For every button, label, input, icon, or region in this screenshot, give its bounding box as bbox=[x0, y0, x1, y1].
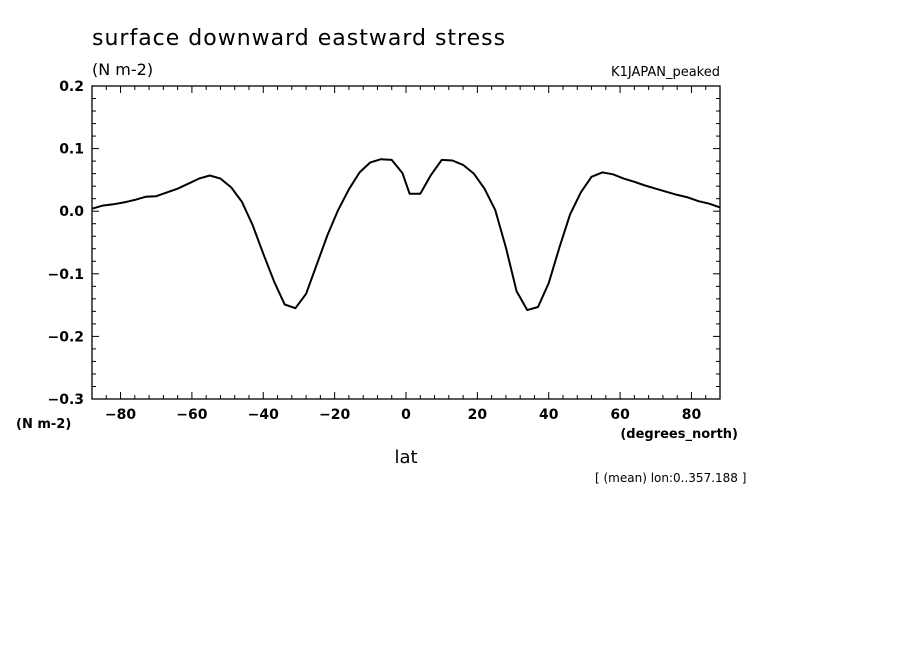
title-units: (N m-2) bbox=[92, 60, 153, 79]
y-tick-label: −0.1 bbox=[47, 267, 84, 283]
x-axis-label: lat bbox=[394, 447, 417, 468]
x-tick-label: −40 bbox=[248, 407, 279, 423]
x-tick-label: 0 bbox=[401, 407, 411, 423]
x-tick-label: −80 bbox=[105, 407, 136, 423]
y-tick-label: −0.3 bbox=[47, 392, 84, 408]
footnote: [ (mean) lon:0..357.188 ] bbox=[595, 471, 746, 485]
y-tick-label: 0.0 bbox=[59, 204, 84, 220]
x-tick-label: −20 bbox=[319, 407, 350, 423]
chart-title: surface downward eastward stress bbox=[92, 26, 506, 51]
x-axis-units: (degrees_north) bbox=[620, 427, 738, 442]
x-tick-label: −60 bbox=[176, 407, 207, 423]
y-tick-label: 0.1 bbox=[59, 142, 84, 158]
x-tick-label: 80 bbox=[682, 407, 702, 423]
x-tick-label: 60 bbox=[610, 407, 630, 423]
y-tick-label: 0.2 bbox=[59, 79, 84, 95]
plot-frame bbox=[91, 85, 721, 400]
x-tick-label: 40 bbox=[539, 407, 559, 423]
x-axis: −80 −60 −40 −20 0 20 40 60 80 bbox=[91, 86, 721, 423]
run-label: K1JAPAN_peaked bbox=[611, 65, 720, 80]
y-tick-label: −0.2 bbox=[47, 329, 84, 345]
y-axis-units: (N m-2) bbox=[16, 417, 71, 432]
x-tick-label: 20 bbox=[468, 407, 488, 423]
series-line bbox=[91, 158, 721, 312]
y-axis: 0.2 0.1 0.0 −0.1 −0.2 −0.3 bbox=[47, 79, 720, 408]
